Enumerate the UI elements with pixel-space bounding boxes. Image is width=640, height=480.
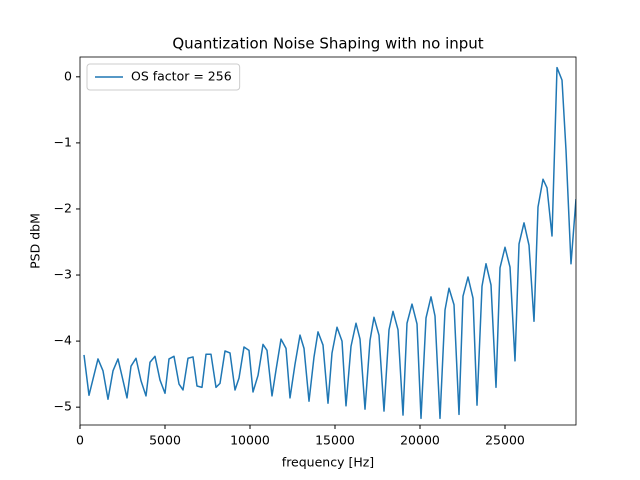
x-tick-label: 25000: [485, 433, 525, 448]
legend-box: [86, 63, 241, 91]
y-tick-label: −4: [54, 333, 72, 348]
x-tick-label: 10000: [230, 433, 270, 448]
x-tick-label: 5000: [149, 433, 181, 448]
data-line: [83, 66, 576, 420]
legend-label: OS factor = 256: [131, 69, 232, 84]
x-axis-label: frequency [Hz]: [282, 455, 374, 470]
y-tick-label: 0: [64, 68, 72, 83]
x-tick-label: 20000: [400, 433, 440, 448]
y-tick-label: −3: [54, 267, 72, 282]
y-tick-label: −2: [54, 200, 72, 215]
x-tick-label: 15000: [315, 433, 355, 448]
y-tick-label: −5: [54, 399, 72, 414]
chart-title: Quantization Noise Shaping with no input: [172, 35, 483, 53]
x-tick-label: 0: [76, 433, 84, 448]
axes-frame: [79, 56, 577, 426]
y-tick-label: −1: [54, 134, 72, 149]
plot-area: [83, 66, 576, 420]
y-axis-label: PSD dbM: [28, 213, 43, 269]
